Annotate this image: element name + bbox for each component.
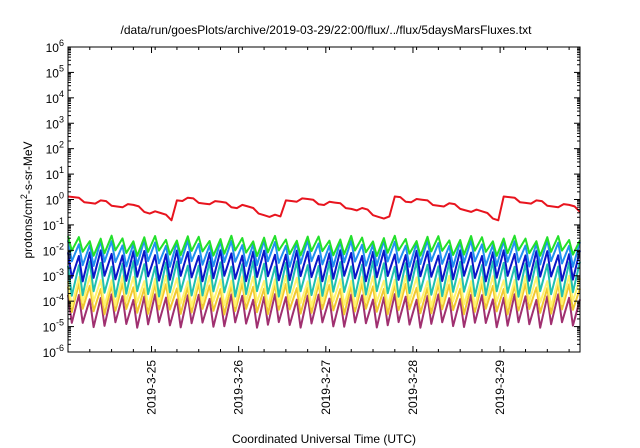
y-tick-base: 10: [43, 244, 57, 258]
y-tick-exponent: 5: [59, 63, 64, 73]
y-tick-base: 10: [46, 41, 60, 55]
y-tick-exponent: 0: [59, 191, 64, 201]
y-axis-label-sup: 2: [19, 194, 29, 199]
y-tick-label: 10-6: [43, 343, 64, 360]
y-tick-base: 10: [46, 194, 60, 208]
y-tick-base: 10: [43, 270, 57, 284]
y-tick-label: 100: [46, 191, 64, 208]
y-axis: 10610510410310210110010-110-210-310-410-…: [43, 38, 580, 360]
y-axis-label: protons/cm2-s-sr-MeV: [19, 141, 35, 258]
series-line: [67, 195, 581, 222]
y-tick-base: 10: [43, 346, 57, 360]
y-tick-base: 10: [43, 219, 57, 233]
x-tick-label: 2019-3-25: [145, 360, 159, 415]
y-tick-exponent: 6: [59, 38, 64, 48]
y-tick-exponent: -5: [56, 318, 64, 328]
y-tick-label: 106: [46, 38, 64, 55]
y-tick-exponent: -4: [56, 292, 64, 302]
y-tick-label: 103: [46, 114, 64, 131]
x-axis-label: Coordinated Universal Time (UTC): [232, 432, 416, 446]
y-tick-exponent: 3: [59, 114, 64, 124]
y-tick-base: 10: [43, 295, 57, 309]
series-line: [67, 234, 581, 257]
x-tick-label: 2019-3-26: [232, 360, 246, 415]
y-tick-label: 10-2: [43, 241, 64, 258]
chart-title: /data/run/goesPlots/archive/2019-03-29/2…: [121, 23, 533, 37]
y-tick-label: 105: [46, 63, 64, 80]
series-line: [67, 293, 581, 329]
x-tick-label: 2019-3-29: [493, 360, 507, 415]
y-tick-label: 10-1: [43, 216, 64, 233]
y-tick-base: 10: [46, 117, 60, 131]
series-line: [67, 249, 581, 283]
y-tick-base: 10: [43, 321, 57, 335]
y-tick-base: 10: [46, 66, 60, 80]
y-tick-base: 10: [46, 92, 60, 106]
y-axis-label-pre: protons/cm: [21, 199, 35, 258]
y-tick-label: 101: [46, 165, 64, 182]
y-tick-exponent: -6: [56, 343, 64, 353]
y-tick-label: 10-5: [43, 318, 64, 335]
y-tick-label: 10-4: [43, 292, 64, 309]
series-line: [67, 260, 581, 298]
series-line: [67, 274, 581, 308]
x-tick-label: 2019-3-27: [319, 360, 333, 415]
y-tick-exponent: 1: [59, 165, 64, 175]
y-tick-label: 10-3: [43, 267, 64, 284]
y-tick-base: 10: [46, 168, 60, 182]
y-tick-exponent: -3: [56, 267, 64, 277]
y-tick-exponent: -2: [56, 241, 64, 251]
y-tick-base: 10: [46, 143, 60, 157]
x-tick-label: 2019-3-28: [406, 360, 420, 415]
series-layer: [67, 195, 581, 329]
y-tick-exponent: -1: [56, 216, 64, 226]
y-tick-exponent: 2: [59, 140, 64, 150]
x-axis: 2019-3-25 2019-3-26 2019-3-27 2019-3-28 2019…: [67, 47, 570, 415]
y-axis-label-post: -s-sr-MeV: [21, 141, 35, 194]
series-line: [67, 282, 581, 316]
series-line: [67, 239, 581, 268]
y-tick-label: 104: [46, 89, 64, 106]
y-tick-label: 102: [46, 140, 64, 157]
y-tick-exponent: 4: [59, 89, 64, 99]
